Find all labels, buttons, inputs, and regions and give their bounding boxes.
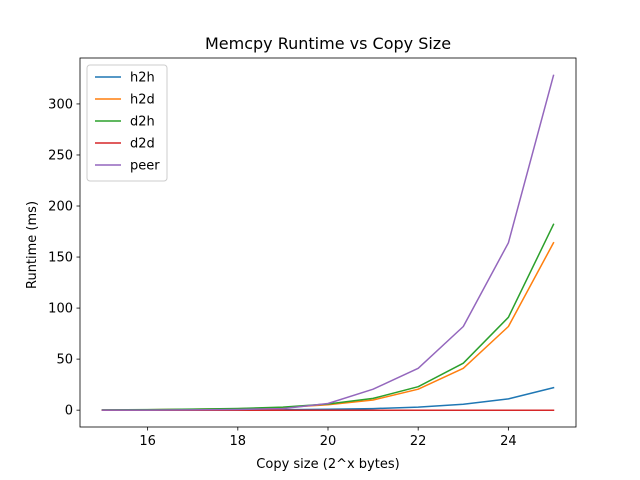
legend-label-h2d: h2d: [130, 93, 155, 108]
y-tick-label-250: 250: [48, 148, 73, 163]
series-line-h2d: [101, 241, 555, 411]
chart-title: Memcpy Runtime vs Copy Size: [205, 34, 451, 53]
y-tick-label-200: 200: [48, 200, 73, 215]
y-axis-title: Runtime (ms): [25, 201, 40, 289]
x-tick-label-16: 16: [139, 434, 156, 449]
y-tick-label-50: 50: [56, 353, 73, 368]
legend-label-d2h: d2h: [130, 115, 155, 130]
y-tick-label-150: 150: [48, 251, 73, 266]
legend-label-peer: peer: [130, 159, 160, 174]
series-line-d2h: [101, 223, 555, 411]
y-tick-label-300: 300: [48, 97, 73, 112]
x-tick-label-24: 24: [500, 434, 517, 449]
x-tick-label-18: 18: [230, 434, 247, 449]
plot-area: 16 18 20 22 24 0 50 100 150 200 250 300 h2h h2d d2h d2d…: [48, 57, 577, 449]
x-tick-label-22: 22: [410, 434, 427, 449]
legend-box: [86, 64, 168, 182]
y-tick-label-100: 100: [48, 302, 73, 317]
series-line-h2h: [101, 386, 555, 411]
series-line-peer: [101, 74, 555, 411]
x-tick-label-20: 20: [320, 434, 337, 449]
legend-label-d2d: d2d: [130, 137, 155, 152]
x-axis-title: Copy size (2^x bytes): [256, 457, 399, 472]
y-tick-label-0: 0: [65, 404, 73, 419]
legend-label-h2h: h2h: [130, 71, 155, 86]
